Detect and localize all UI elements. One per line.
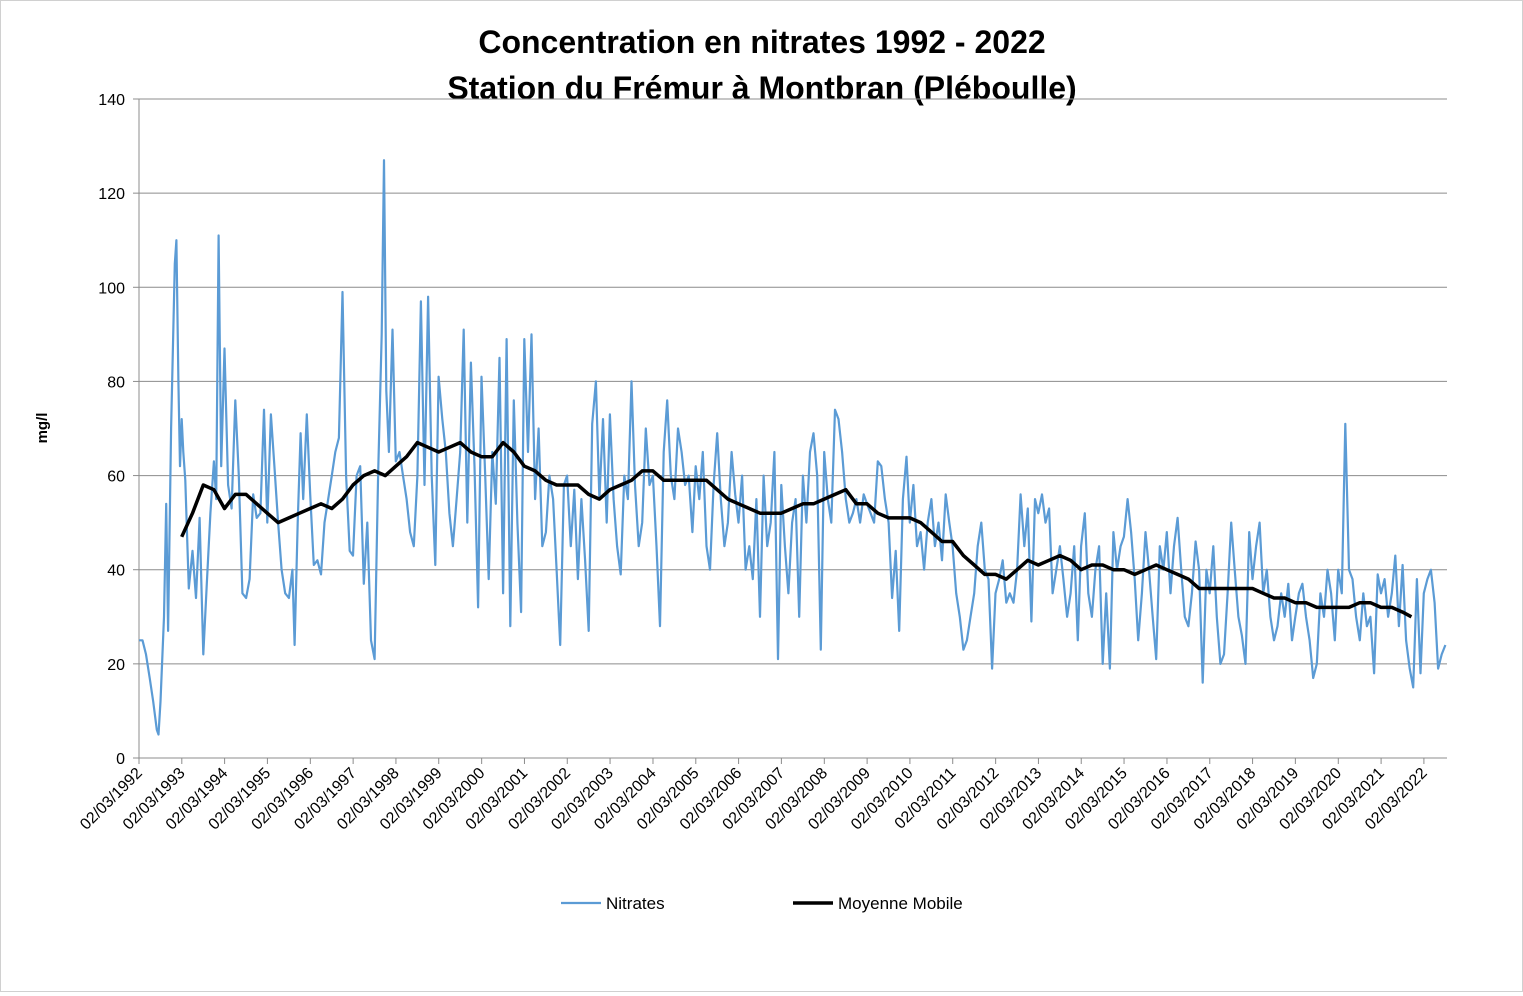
series-lines [139, 159, 1447, 736]
chart-title: Concentration en nitrates 1992 - 2022 [478, 24, 1045, 60]
y-tick-label: 120 [98, 186, 125, 203]
legend-label: Nitrates [606, 894, 665, 913]
series-line-nitrates [139, 159, 1447, 736]
y-tick-label: 100 [98, 280, 125, 297]
legend: Nitrates Moyenne Mobile [561, 894, 963, 913]
x-tick-labels: 02/03/199202/03/199302/03/199402/03/1995… [77, 765, 1431, 834]
gridlines [139, 98, 1447, 665]
y-tick-label: 140 [98, 92, 125, 109]
legend-label: Moyenne Mobile [838, 894, 963, 913]
series-line-moyenne-mobile [180, 440, 1413, 619]
y-tick-label: 60 [107, 469, 125, 486]
axes [133, 98, 1447, 764]
y-tick-label: 80 [107, 374, 125, 391]
chart-subtitle: Station du Frémur à Montbran (Pléboulle) [447, 70, 1076, 106]
y-axis-label: mg/l [34, 413, 51, 444]
y-tick-label: 20 [107, 657, 125, 674]
y-tick-labels: 0 20 40 60 80 100 120 140 [98, 92, 125, 768]
y-tick-label: 0 [116, 751, 125, 768]
y-tick-label: 40 [107, 563, 125, 580]
